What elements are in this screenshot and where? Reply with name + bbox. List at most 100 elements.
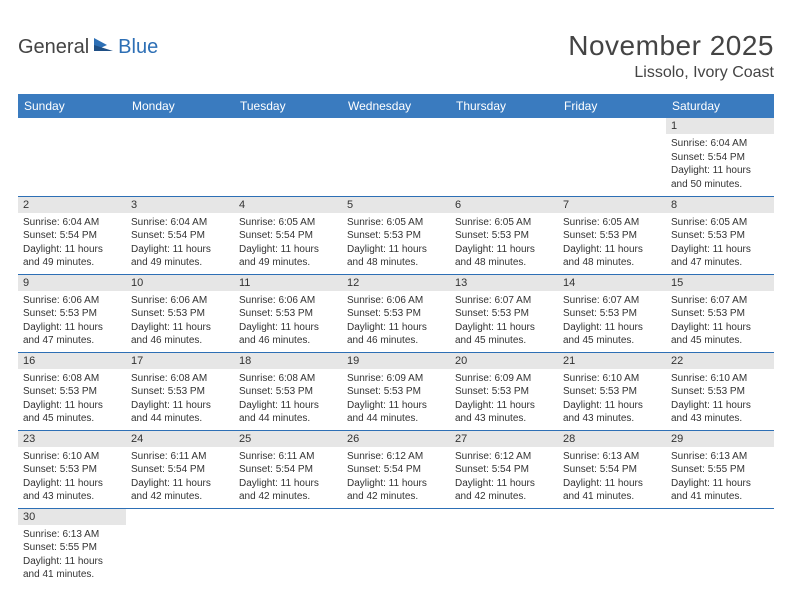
day-number: 20 xyxy=(450,353,558,369)
calendar-cell: 5Sunrise: 6:05 AMSunset: 5:53 PMDaylight… xyxy=(342,196,450,274)
calendar-cell: 22Sunrise: 6:10 AMSunset: 5:53 PMDayligh… xyxy=(666,352,774,430)
day-details: Sunrise: 6:06 AMSunset: 5:53 PMDaylight:… xyxy=(126,291,234,352)
day-number: 23 xyxy=(18,431,126,447)
day-details: Sunrise: 6:11 AMSunset: 5:54 PMDaylight:… xyxy=(234,447,342,508)
calendar-cell: 9Sunrise: 6:06 AMSunset: 5:53 PMDaylight… xyxy=(18,274,126,352)
brand-part2: Blue xyxy=(118,36,158,59)
day-number: 30 xyxy=(18,509,126,525)
calendar-cell xyxy=(666,508,774,586)
calendar-cell: 19Sunrise: 6:09 AMSunset: 5:53 PMDayligh… xyxy=(342,352,450,430)
calendar-week: 16Sunrise: 6:08 AMSunset: 5:53 PMDayligh… xyxy=(18,352,774,430)
day-details: Sunrise: 6:07 AMSunset: 5:53 PMDaylight:… xyxy=(666,291,774,352)
calendar-cell: 25Sunrise: 6:11 AMSunset: 5:54 PMDayligh… xyxy=(234,430,342,508)
calendar-cell xyxy=(126,118,234,196)
weekday-header: Tuesday xyxy=(234,94,342,118)
day-number: 29 xyxy=(666,431,774,447)
calendar-week: 1Sunrise: 6:04 AMSunset: 5:54 PMDaylight… xyxy=(18,118,774,196)
calendar-cell: 3Sunrise: 6:04 AMSunset: 5:54 PMDaylight… xyxy=(126,196,234,274)
day-number: 13 xyxy=(450,275,558,291)
day-number: 15 xyxy=(666,275,774,291)
day-number: 10 xyxy=(126,275,234,291)
calendar-cell: 4Sunrise: 6:05 AMSunset: 5:54 PMDaylight… xyxy=(234,196,342,274)
calendar-cell: 12Sunrise: 6:06 AMSunset: 5:53 PMDayligh… xyxy=(342,274,450,352)
day-number: 18 xyxy=(234,353,342,369)
calendar-cell: 6Sunrise: 6:05 AMSunset: 5:53 PMDaylight… xyxy=(450,196,558,274)
calendar-week: 23Sunrise: 6:10 AMSunset: 5:53 PMDayligh… xyxy=(18,430,774,508)
day-details: Sunrise: 6:06 AMSunset: 5:53 PMDaylight:… xyxy=(234,291,342,352)
day-details: Sunrise: 6:13 AMSunset: 5:55 PMDaylight:… xyxy=(666,447,774,508)
day-details: Sunrise: 6:12 AMSunset: 5:54 PMDaylight:… xyxy=(342,447,450,508)
day-number: 7 xyxy=(558,197,666,213)
calendar-cell xyxy=(450,118,558,196)
calendar-week: 2Sunrise: 6:04 AMSunset: 5:54 PMDaylight… xyxy=(18,196,774,274)
day-number: 14 xyxy=(558,275,666,291)
calendar-cell: 23Sunrise: 6:10 AMSunset: 5:53 PMDayligh… xyxy=(18,430,126,508)
calendar-cell: 11Sunrise: 6:06 AMSunset: 5:53 PMDayligh… xyxy=(234,274,342,352)
day-number: 4 xyxy=(234,197,342,213)
brand-part1: General xyxy=(18,36,89,59)
day-number: 26 xyxy=(342,431,450,447)
day-number: 21 xyxy=(558,353,666,369)
calendar-cell: 30Sunrise: 6:13 AMSunset: 5:55 PMDayligh… xyxy=(18,508,126,586)
calendar-week: 9Sunrise: 6:06 AMSunset: 5:53 PMDaylight… xyxy=(18,274,774,352)
day-details: Sunrise: 6:11 AMSunset: 5:54 PMDaylight:… xyxy=(126,447,234,508)
day-details: Sunrise: 6:06 AMSunset: 5:53 PMDaylight:… xyxy=(342,291,450,352)
day-details: Sunrise: 6:04 AMSunset: 5:54 PMDaylight:… xyxy=(126,213,234,274)
day-number: 5 xyxy=(342,197,450,213)
calendar-cell: 7Sunrise: 6:05 AMSunset: 5:53 PMDaylight… xyxy=(558,196,666,274)
title-block: November 2025 Lissolo, Ivory Coast xyxy=(568,30,774,82)
calendar-cell: 20Sunrise: 6:09 AMSunset: 5:53 PMDayligh… xyxy=(450,352,558,430)
day-number: 22 xyxy=(666,353,774,369)
calendar-cell xyxy=(234,508,342,586)
day-number: 16 xyxy=(18,353,126,369)
day-number: 3 xyxy=(126,197,234,213)
day-details: Sunrise: 6:04 AMSunset: 5:54 PMDaylight:… xyxy=(666,134,774,195)
day-details: Sunrise: 6:08 AMSunset: 5:53 PMDaylight:… xyxy=(234,369,342,430)
calendar-table: SundayMondayTuesdayWednesdayThursdayFrid… xyxy=(18,94,774,586)
brand-logo: General Blue xyxy=(18,30,158,59)
day-number: 2 xyxy=(18,197,126,213)
calendar-cell xyxy=(234,118,342,196)
day-details: Sunrise: 6:09 AMSunset: 5:53 PMDaylight:… xyxy=(342,369,450,430)
day-details: Sunrise: 6:10 AMSunset: 5:53 PMDaylight:… xyxy=(666,369,774,430)
flag-icon xyxy=(93,36,115,59)
day-number: 19 xyxy=(342,353,450,369)
calendar-cell xyxy=(450,508,558,586)
calendar-cell: 29Sunrise: 6:13 AMSunset: 5:55 PMDayligh… xyxy=(666,430,774,508)
day-number: 24 xyxy=(126,431,234,447)
calendar-cell: 10Sunrise: 6:06 AMSunset: 5:53 PMDayligh… xyxy=(126,274,234,352)
day-number: 1 xyxy=(666,118,774,134)
day-number: 9 xyxy=(18,275,126,291)
day-details: Sunrise: 6:08 AMSunset: 5:53 PMDaylight:… xyxy=(18,369,126,430)
page: General Blue November 2025 Lissolo, Ivor… xyxy=(0,0,792,596)
calendar-cell xyxy=(18,118,126,196)
day-details: Sunrise: 6:12 AMSunset: 5:54 PMDaylight:… xyxy=(450,447,558,508)
day-details: Sunrise: 6:07 AMSunset: 5:53 PMDaylight:… xyxy=(450,291,558,352)
calendar-cell: 24Sunrise: 6:11 AMSunset: 5:54 PMDayligh… xyxy=(126,430,234,508)
calendar-cell xyxy=(558,508,666,586)
calendar-cell xyxy=(558,118,666,196)
calendar-cell: 26Sunrise: 6:12 AMSunset: 5:54 PMDayligh… xyxy=(342,430,450,508)
weekday-header: Monday xyxy=(126,94,234,118)
day-details: Sunrise: 6:09 AMSunset: 5:53 PMDaylight:… xyxy=(450,369,558,430)
calendar-cell: 2Sunrise: 6:04 AMSunset: 5:54 PMDaylight… xyxy=(18,196,126,274)
day-number: 17 xyxy=(126,353,234,369)
day-number: 8 xyxy=(666,197,774,213)
day-number: 28 xyxy=(558,431,666,447)
day-details: Sunrise: 6:06 AMSunset: 5:53 PMDaylight:… xyxy=(18,291,126,352)
weekday-header: Saturday xyxy=(666,94,774,118)
calendar-cell: 15Sunrise: 6:07 AMSunset: 5:53 PMDayligh… xyxy=(666,274,774,352)
day-details: Sunrise: 6:07 AMSunset: 5:53 PMDaylight:… xyxy=(558,291,666,352)
day-details: Sunrise: 6:05 AMSunset: 5:53 PMDaylight:… xyxy=(666,213,774,274)
calendar-cell: 28Sunrise: 6:13 AMSunset: 5:54 PMDayligh… xyxy=(558,430,666,508)
weekday-header: Wednesday xyxy=(342,94,450,118)
day-details: Sunrise: 6:04 AMSunset: 5:54 PMDaylight:… xyxy=(18,213,126,274)
calendar-cell: 16Sunrise: 6:08 AMSunset: 5:53 PMDayligh… xyxy=(18,352,126,430)
weekday-header: Friday xyxy=(558,94,666,118)
day-details: Sunrise: 6:13 AMSunset: 5:54 PMDaylight:… xyxy=(558,447,666,508)
calendar-cell: 17Sunrise: 6:08 AMSunset: 5:53 PMDayligh… xyxy=(126,352,234,430)
calendar-cell: 14Sunrise: 6:07 AMSunset: 5:53 PMDayligh… xyxy=(558,274,666,352)
day-details: Sunrise: 6:05 AMSunset: 5:53 PMDaylight:… xyxy=(342,213,450,274)
day-details: Sunrise: 6:10 AMSunset: 5:53 PMDaylight:… xyxy=(18,447,126,508)
day-number: 11 xyxy=(234,275,342,291)
